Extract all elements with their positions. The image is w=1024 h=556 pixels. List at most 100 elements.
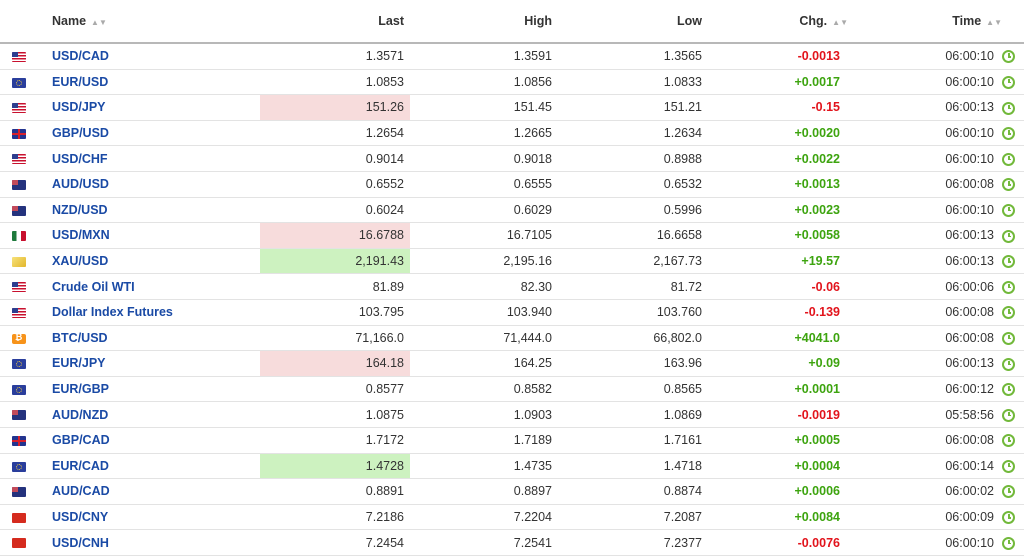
high-cell: 0.6555 [410, 171, 558, 198]
high-value: 151.45 [513, 100, 552, 115]
instrument-link[interactable]: GBP/USD [52, 126, 109, 141]
sort-icon[interactable]: ▲▼ [832, 18, 848, 27]
low-value: 0.8988 [663, 151, 702, 166]
low-cell: 16.6658 [558, 222, 708, 249]
table-row[interactable]: GBP/CAD 1.7172 1.7189 1.7161 +0.0005 06:00:08 [0, 427, 1024, 454]
time-cell: 05:58:56 [848, 401, 1002, 428]
instrument-link[interactable]: USD/CNH [52, 535, 109, 550]
clock-icon [1002, 229, 1015, 243]
instrument-link[interactable]: Crude Oil WTI [52, 279, 135, 294]
name-cell: GBP/USD [38, 120, 260, 147]
time-column-header[interactable]: Time ▲▼ [848, 0, 1002, 44]
table-row[interactable]: USD/CAD 1.3571 1.3591 1.3565 -0.0013 06:00:10 [0, 43, 1024, 70]
cn-flag-icon [12, 538, 26, 549]
table-row[interactable]: EUR/GBP 0.8577 0.8582 0.8565 +0.0001 06:00:12 [0, 376, 1024, 403]
high-value: 0.6029 [513, 202, 552, 217]
instrument-link[interactable]: AUD/NZD [52, 407, 109, 422]
instrument-link[interactable]: USD/CAD [52, 49, 109, 64]
sort-icon[interactable]: ▲▼ [986, 18, 1002, 27]
instrument-link[interactable]: BTC/USD [52, 330, 108, 345]
table-row[interactable]: Crude Oil WTI 81.89 82.30 81.72 -0.06 06:00:0… [0, 273, 1024, 300]
table-row[interactable]: EUR/USD 1.0853 1.0856 1.0833 +0.0017 06:00:10 [0, 69, 1024, 96]
time-value: 06:00:14 [945, 458, 994, 473]
instrument-link[interactable]: EUR/USD [52, 74, 109, 89]
instrument-link[interactable]: GBP/CAD [52, 433, 110, 448]
instrument-link[interactable]: XAU/USD [52, 254, 109, 269]
instrument-link[interactable]: AUD/CAD [52, 484, 110, 499]
table-row[interactable]: AUD/NZD 1.0875 1.0903 1.0869 -0.0019 05:58:56 [0, 401, 1024, 428]
table-row[interactable]: USD/MXN 16.6788 16.7105 16.6658 +0.0058 06:00… [0, 222, 1024, 249]
change-value: +0.0005 [794, 433, 840, 448]
table-row[interactable]: EUR/JPY 164.18 164.25 163.96 +0.09 06:00:13 [0, 350, 1024, 377]
name-cell: BTC/USD [38, 325, 260, 352]
instrument-link[interactable]: NZD/USD [52, 202, 108, 217]
time-value: 06:00:08 [945, 305, 994, 320]
last-cell: 0.8891 [260, 478, 410, 505]
instrument-link[interactable]: USD/JPY [52, 100, 106, 115]
table-row[interactable]: XAU/USD 2,191.43 2,195.16 2,167.73 +19.57 06:… [0, 248, 1024, 275]
name-column-header[interactable]: Name ▲▼ [38, 0, 260, 44]
last-cell: 0.9014 [260, 145, 410, 172]
low-cell: 81.72 [558, 273, 708, 300]
table-row[interactable]: AUD/USD 0.6552 0.6555 0.6532 +0.0013 06:00:08 [0, 171, 1024, 198]
low-value: 1.0869 [663, 407, 702, 422]
instrument-link[interactable]: USD/CHF [52, 151, 108, 166]
low-value: 163.96 [663, 356, 702, 371]
change-cell: +0.0006 [708, 478, 848, 505]
low-cell: 1.2634 [558, 120, 708, 147]
last-cell: 0.6552 [260, 171, 410, 198]
change-value: +4041.0 [794, 330, 840, 345]
table-row[interactable]: USD/CNY 7.2186 7.2204 7.2087 +0.0084 06:00:09 [0, 504, 1024, 531]
last-value: 164.18 [365, 356, 404, 371]
low-header-label: Low [677, 14, 702, 28]
clock-cell [1002, 299, 1024, 326]
change-cell: +0.0001 [708, 376, 848, 403]
clock-icon [1002, 101, 1015, 115]
low-cell: 66,802.0 [558, 325, 708, 352]
table-row[interactable]: NZD/USD 0.6024 0.6029 0.5996 +0.0023 06:00:10 [0, 197, 1024, 224]
name-header-label: Name [52, 14, 87, 28]
change-value: +0.0006 [794, 484, 840, 499]
last-value: 0.6024 [365, 202, 404, 217]
change-cell: +0.0023 [708, 197, 848, 224]
time-cell: 06:00:12 [848, 376, 1002, 403]
table-row[interactable]: USD/CNH 7.2454 7.2541 7.2377 -0.0076 06:00:10 [0, 529, 1024, 556]
table-row[interactable]: Dollar Index Futures 103.795 103.940 103.76… [0, 299, 1024, 326]
clock-cell [1002, 376, 1024, 403]
time-cell: 06:00:08 [848, 299, 1002, 326]
high-value: 1.3591 [513, 49, 552, 64]
table-row[interactable]: GBP/USD 1.2654 1.2665 1.2634 +0.0020 06:00:10 [0, 120, 1024, 147]
name-cell: AUD/NZD [38, 401, 260, 428]
clock-icon [1002, 536, 1015, 550]
instrument-link[interactable]: EUR/GBP [52, 382, 109, 397]
clock-icon [1002, 511, 1015, 525]
instrument-link[interactable]: USD/CNY [52, 509, 109, 524]
change-value: +0.0004 [794, 458, 840, 473]
high-header-label: High [524, 14, 552, 28]
table-row[interactable]: AUD/CAD 0.8891 0.8897 0.8874 +0.0006 06:00:02 [0, 478, 1024, 505]
instrument-link[interactable]: USD/MXN [52, 228, 110, 243]
table-row[interactable]: BTC/USD 71,166.0 71,444.0 66,802.0 +4041.0 06… [0, 325, 1024, 352]
clock-cell [1002, 273, 1024, 300]
table-row[interactable]: EUR/CAD 1.4728 1.4735 1.4718 +0.0004 06:00:14 [0, 453, 1024, 480]
clock-icon [1002, 203, 1015, 217]
instrument-link[interactable]: Dollar Index Futures [52, 305, 173, 320]
flag-cell [0, 171, 38, 198]
clock-icon [1002, 152, 1015, 166]
low-cell: 2,167.73 [558, 248, 708, 275]
high-value: 164.25 [513, 356, 552, 371]
instrument-link[interactable]: EUR/CAD [52, 458, 109, 473]
high-cell: 1.0856 [410, 69, 558, 96]
low-cell: 0.6532 [558, 171, 708, 198]
instrument-link[interactable]: EUR/JPY [52, 356, 106, 371]
change-cell: +0.0022 [708, 145, 848, 172]
low-cell: 163.96 [558, 350, 708, 377]
table-row[interactable]: USD/CHF 0.9014 0.9018 0.8988 +0.0022 06:00:10 [0, 145, 1024, 172]
time-value: 06:00:10 [945, 74, 994, 89]
time-cell: 06:00:08 [848, 427, 1002, 454]
instrument-link[interactable]: AUD/USD [52, 177, 109, 192]
chg-column-header[interactable]: Chg. ▲▼ [708, 0, 848, 44]
us-flag-icon [12, 282, 26, 293]
sort-icon[interactable]: ▲▼ [91, 18, 107, 27]
table-row[interactable]: USD/JPY 151.26 151.45 151.21 -0.15 06:00:13 [0, 94, 1024, 121]
